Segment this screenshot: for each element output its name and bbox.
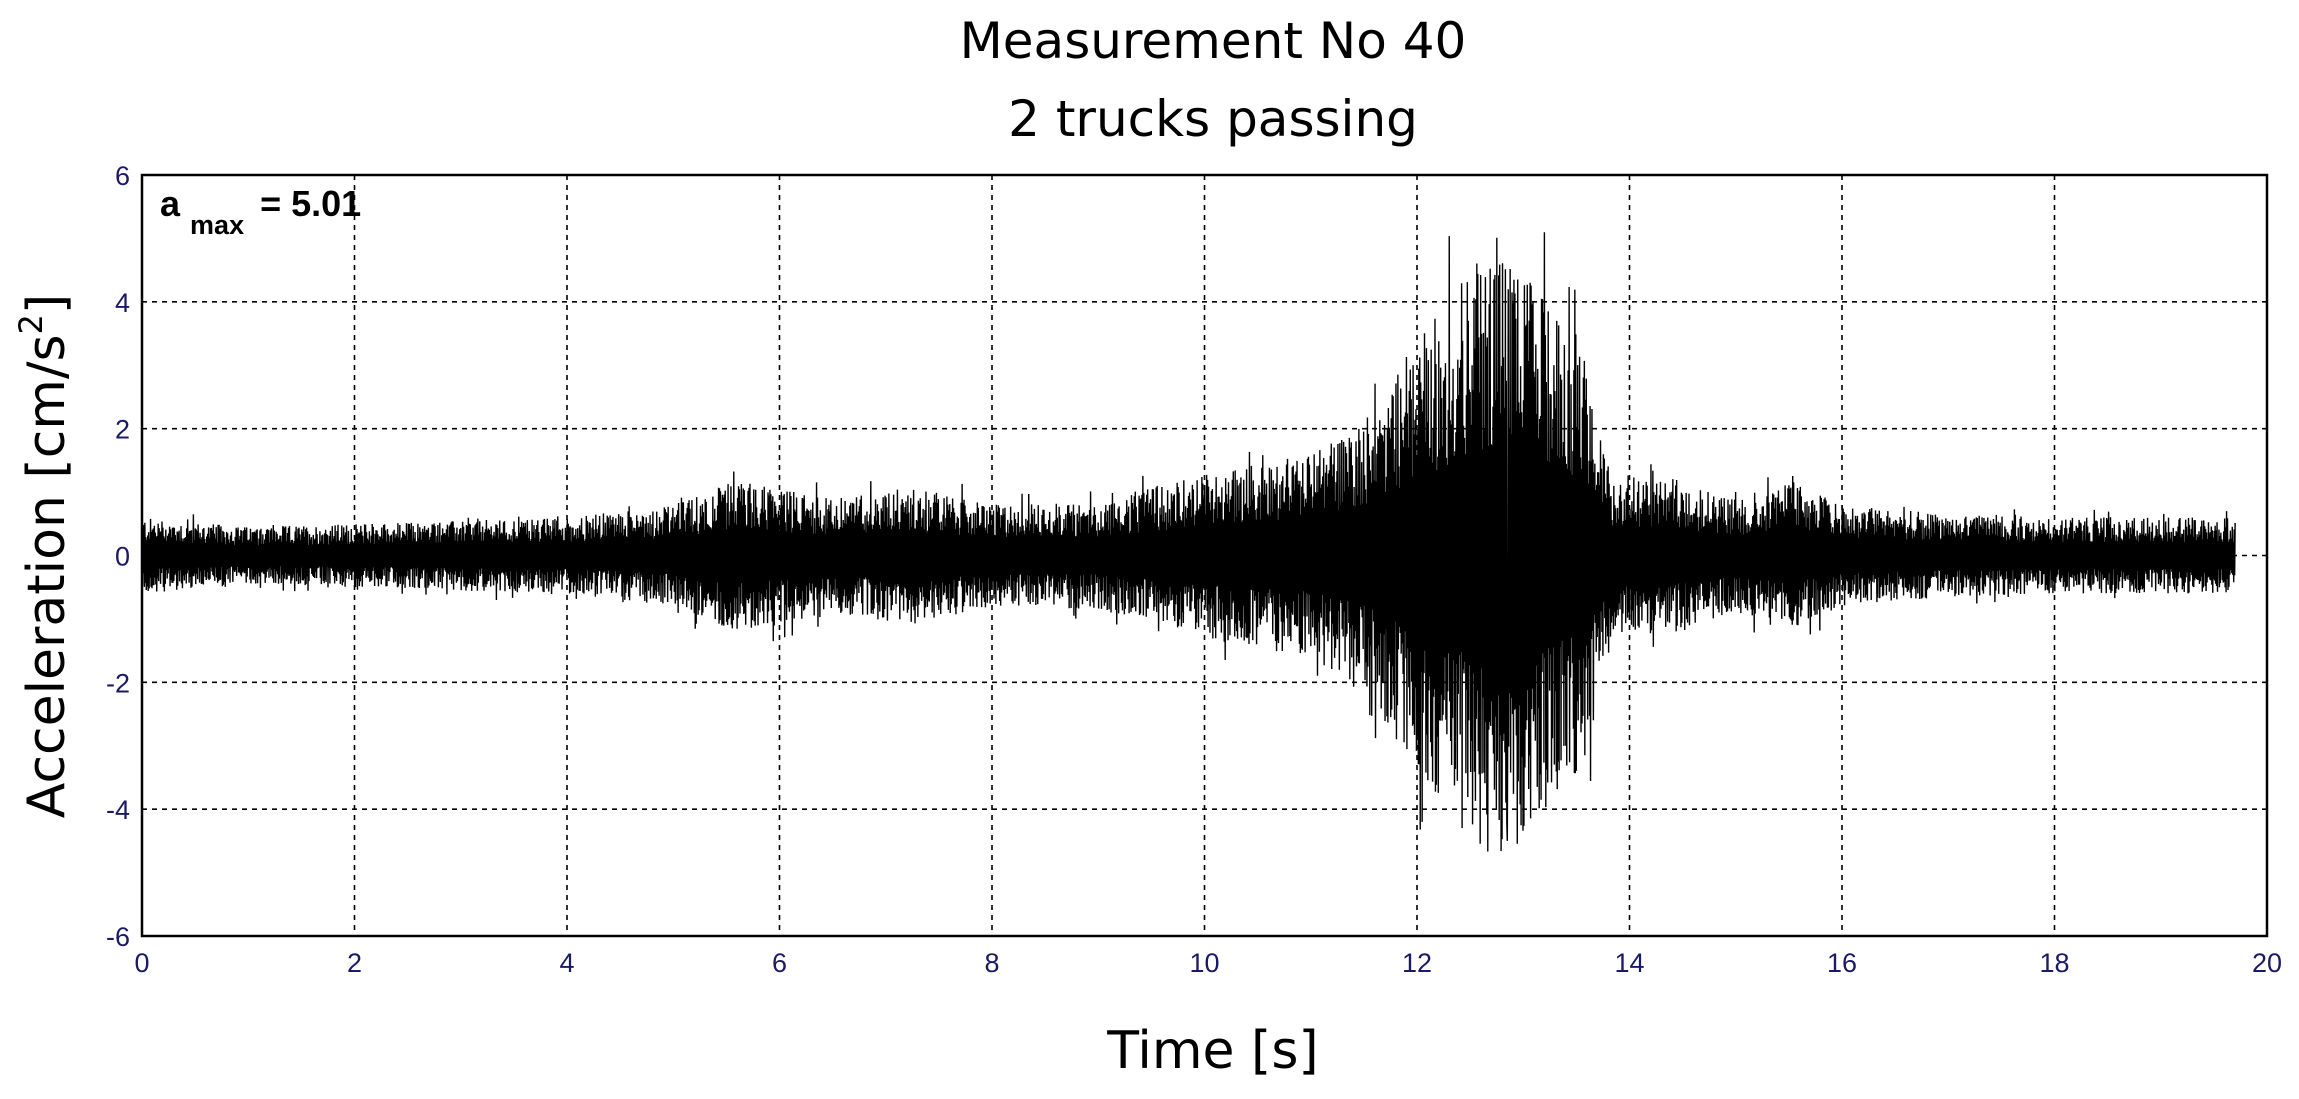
annotation-subscript: max [190,210,244,240]
y-tick-label: -4 [106,795,130,825]
y-axis-label-superscript: 2 [12,314,50,334]
y-axis-label-main: Acceleration [cm/s [17,334,77,818]
plot-frame [140,173,2269,938]
x-tick-label: 10 [1189,948,1219,978]
y-tick-label: -2 [106,668,130,698]
annotation-main: a [160,183,181,224]
x-tick-label: 18 [2039,948,2069,978]
x-tick-label: 8 [984,948,999,978]
chart-title: Measurement No 40 [960,12,1467,70]
acceleration-series-line [141,232,2236,852]
annotation-value: = 5.01 [260,183,361,224]
x-ticks: 0 2 4 6 8 10 12 14 16 18 20 [134,948,2282,978]
x-tick-label: 0 [134,948,149,978]
signal-trace [141,232,2236,852]
x-tick-label: 16 [1827,948,1857,978]
x-tick-label: 4 [559,948,574,978]
x-tick-label: 12 [1402,948,1432,978]
annotation-amax: a max = 5.01 [160,183,361,242]
chart-subtitle: 2 trucks passing [1008,90,1418,148]
y-tick-label: 2 [115,415,130,445]
x-tick-label: 6 [772,948,787,978]
y-ticks: 6 4 2 0 -2 -4 -6 [106,161,130,952]
y-tick-label: 6 [115,161,130,191]
y-tick-label: -6 [106,922,130,952]
x-tick-label: 14 [1614,948,1644,978]
y-tick-label: 4 [115,288,130,318]
x-tick-label: 20 [2252,948,2282,978]
x-axis-label: Time [s] [1106,1021,1318,1081]
y-axis-label: Acceleration [cm/s2] [12,294,77,818]
y-axis-label-close: ] [17,294,77,314]
x-tick-label: 2 [347,948,362,978]
y-tick-label: 0 [115,542,130,572]
